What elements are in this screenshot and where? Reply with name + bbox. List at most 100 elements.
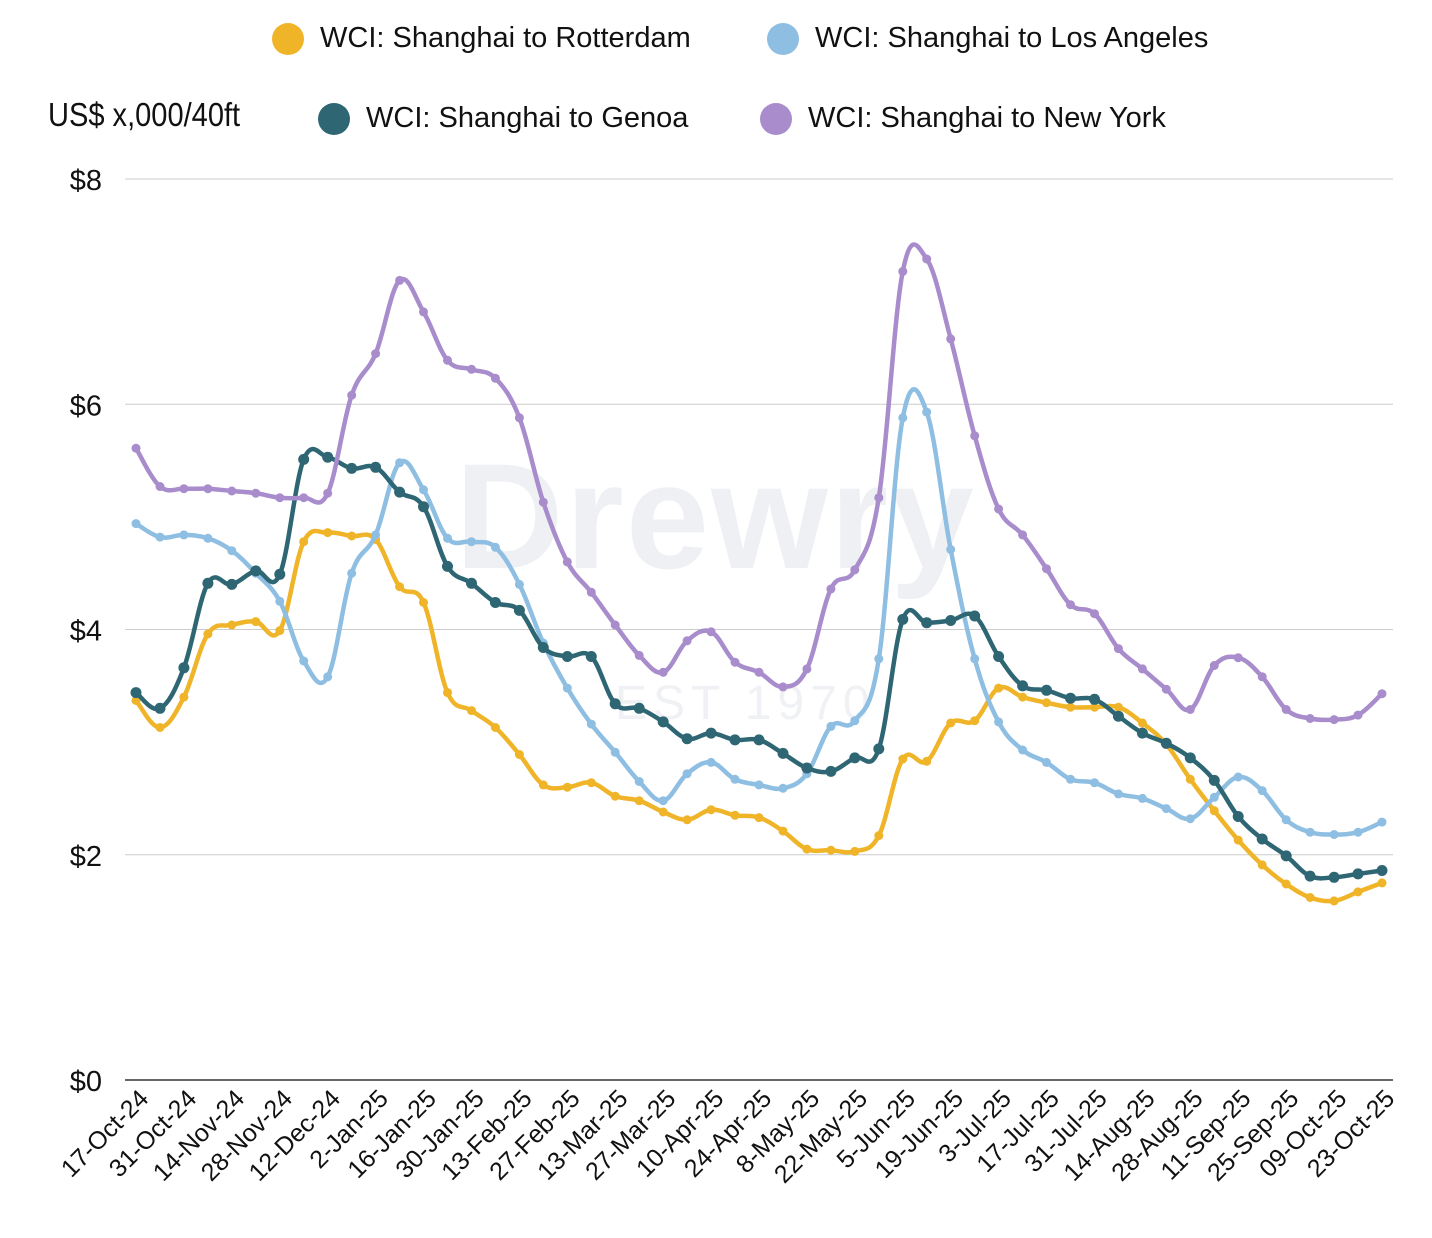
data-point-new-york <box>754 667 764 677</box>
data-point-genoa <box>945 615 957 626</box>
data-point-genoa <box>513 604 525 616</box>
data-point-rotterdam <box>131 696 141 705</box>
data-point-new-york <box>922 254 932 264</box>
data-point-los-angeles <box>682 769 692 779</box>
legend-marker-genoa <box>318 102 350 135</box>
data-point-los-angeles <box>1066 774 1075 784</box>
data-point-rotterdam <box>610 791 620 801</box>
data-point-new-york <box>490 373 500 383</box>
data-point-new-york <box>443 355 452 365</box>
data-point-rotterdam <box>850 846 860 856</box>
data-point-new-york <box>706 627 716 637</box>
data-point-genoa <box>322 451 334 463</box>
data-point-genoa <box>777 747 789 759</box>
data-point-genoa <box>873 743 885 755</box>
data-point-new-york <box>1353 710 1363 720</box>
data-point-genoa <box>681 733 693 745</box>
data-point-genoa <box>633 702 645 714</box>
data-point-genoa <box>753 734 765 746</box>
data-point-los-angeles <box>323 672 333 682</box>
data-point-new-york <box>562 557 572 567</box>
data-point-new-york <box>994 504 1004 514</box>
data-point-new-york <box>155 482 165 491</box>
data-point-new-york <box>251 488 261 498</box>
data-point-los-angeles <box>850 716 860 726</box>
data-point-genoa <box>657 716 669 728</box>
data-point-los-angeles <box>634 777 644 786</box>
data-point-new-york <box>850 565 860 575</box>
data-point-los-angeles <box>227 546 237 556</box>
data-point-rotterdam <box>538 780 548 790</box>
data-point-new-york <box>1090 609 1099 619</box>
data-point-los-angeles <box>1377 817 1387 827</box>
data-point-new-york <box>1161 684 1171 694</box>
data-point-genoa <box>250 565 262 577</box>
data-point-rotterdam <box>874 831 884 841</box>
data-point-los-angeles <box>922 407 932 417</box>
data-point-rotterdam <box>826 845 836 855</box>
data-point-rotterdam <box>1113 702 1123 712</box>
data-point-new-york <box>778 682 788 692</box>
data-point-new-york <box>946 334 956 344</box>
data-point-los-angeles <box>1042 757 1051 767</box>
data-point-los-angeles <box>467 537 476 547</box>
data-point-los-angeles <box>562 683 572 693</box>
data-point-genoa <box>1280 850 1292 862</box>
data-point-genoa <box>825 765 837 777</box>
data-point-rotterdam <box>490 723 500 732</box>
data-point-genoa <box>801 762 813 774</box>
gridlines <box>125 178 1393 1081</box>
data-point-los-angeles <box>275 596 285 606</box>
data-point-genoa <box>1352 868 1364 880</box>
data-point-rotterdam <box>634 796 644 806</box>
legend-item-new-york: WCI: Shanghai to New York <box>760 102 1166 135</box>
data-point-rotterdam <box>1281 879 1291 889</box>
data-point-rotterdam <box>706 805 716 815</box>
data-point-new-york <box>898 266 908 276</box>
data-point-rotterdam <box>1042 698 1051 708</box>
data-point-genoa <box>130 687 142 699</box>
data-point-new-york <box>1329 715 1339 725</box>
legend-item-rotterdam: WCI: Shanghai to Rotterdam <box>272 22 691 55</box>
data-point-rotterdam <box>898 754 908 764</box>
data-point-new-york <box>395 275 405 285</box>
data-point-new-york <box>682 636 692 646</box>
data-point-los-angeles <box>1329 830 1339 839</box>
data-point-los-angeles <box>1137 793 1147 803</box>
data-point-rotterdam <box>514 750 524 759</box>
data-point-genoa <box>1328 871 1340 883</box>
data-point-rotterdam <box>658 807 668 817</box>
data-point-rotterdam <box>1185 774 1195 784</box>
data-point-los-angeles <box>1257 786 1267 796</box>
data-point-genoa <box>1160 737 1172 749</box>
data-point-new-york <box>1281 705 1291 714</box>
data-point-los-angeles <box>395 458 405 468</box>
legend-label-rotterdam: WCI: Shanghai to Rotterdam <box>320 22 691 54</box>
data-point-new-york <box>1209 661 1219 670</box>
legend-item-los-angeles: WCI: Shanghai to Los Angeles <box>767 22 1208 55</box>
data-point-los-angeles <box>1209 792 1219 802</box>
data-point-rotterdam <box>155 723 165 732</box>
data-point-rotterdam <box>754 813 764 823</box>
data-point-genoa <box>537 642 549 653</box>
data-point-new-york <box>467 364 476 374</box>
data-point-los-angeles <box>778 783 788 793</box>
data-point-rotterdam <box>1305 893 1315 902</box>
data-point-rotterdam <box>467 706 476 716</box>
data-point-rotterdam <box>395 582 405 592</box>
data-point-genoa <box>466 577 477 589</box>
data-point-los-angeles <box>610 747 620 757</box>
data-point-new-york <box>970 431 980 441</box>
data-point-rotterdam <box>778 826 788 836</box>
data-point-genoa <box>1208 774 1220 786</box>
data-point-los-angeles <box>1161 804 1171 814</box>
data-point-rotterdam <box>682 815 692 825</box>
series-line-rotterdam <box>133 528 1385 904</box>
data-point-los-angeles <box>706 757 716 767</box>
data-point-new-york <box>1042 564 1051 574</box>
data-point-los-angeles <box>1090 778 1099 788</box>
data-point-rotterdam <box>994 683 1004 693</box>
y-tick-label: $6 <box>70 390 102 422</box>
data-point-genoa <box>1232 811 1244 822</box>
data-point-genoa <box>298 453 310 465</box>
